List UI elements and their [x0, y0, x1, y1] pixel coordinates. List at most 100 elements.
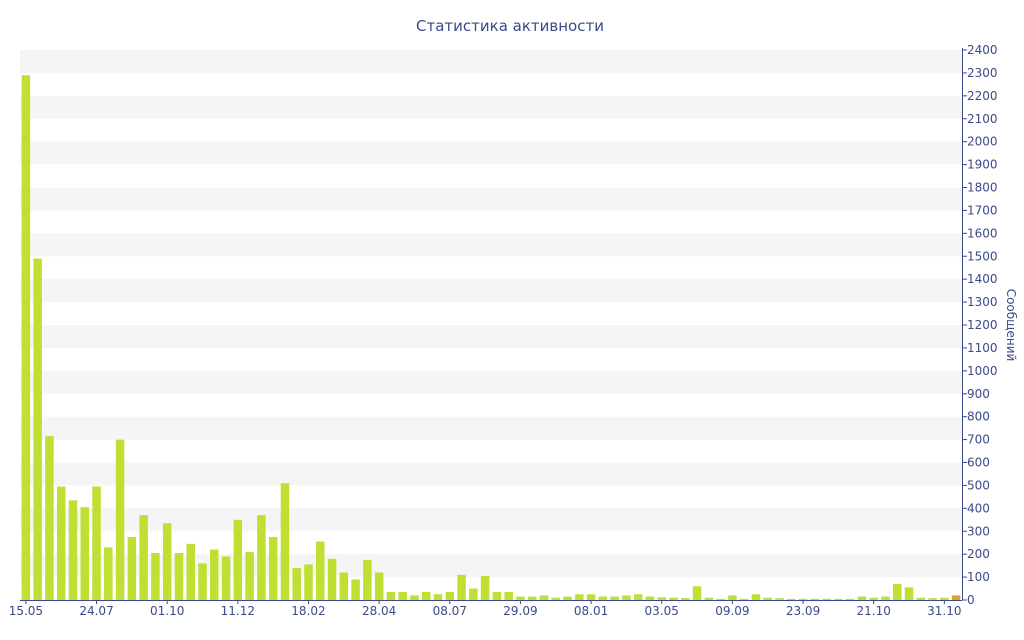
y-axis-label: Сообщений [1004, 289, 1018, 362]
bar [539, 595, 549, 600]
y-tick-label: 1100 [967, 341, 998, 355]
axes: 0 100 200 300 400 500 600 700 800 900 1000 1100 1200… [9, 43, 998, 618]
x-tick-label: 08.07 [433, 604, 467, 618]
bar [304, 564, 313, 600]
bar [115, 439, 125, 600]
bar [845, 598, 855, 600]
bar [363, 559, 372, 600]
y-tick-label: 2100 [967, 112, 998, 126]
bar [139, 515, 148, 600]
y-tick-label: 1600 [967, 226, 998, 240]
bar [504, 591, 513, 600]
bar [822, 598, 831, 600]
bar [374, 572, 384, 600]
x-tick-label: 24.07 [79, 604, 113, 618]
bar [174, 553, 184, 600]
bar [492, 591, 502, 600]
bar [21, 75, 31, 601]
y-tick-label: 1200 [967, 318, 998, 332]
bar [245, 551, 254, 600]
y-tick-label: 400 [967, 501, 990, 515]
bar [421, 591, 431, 600]
x-tick-label: 23.09 [786, 604, 820, 618]
bar [892, 583, 902, 600]
bar [68, 500, 78, 600]
y-tick-label: 600 [967, 456, 990, 470]
bar [45, 436, 54, 600]
bar [633, 594, 643, 600]
y-tick-label: 100 [967, 570, 990, 584]
bar [798, 598, 808, 600]
bar [292, 567, 301, 600]
bar [33, 258, 42, 600]
bar [210, 549, 219, 600]
grid-band [20, 50, 962, 73]
grid-band [20, 416, 962, 440]
bar [351, 579, 360, 600]
bar [92, 486, 101, 600]
y-tick-label: 1500 [967, 249, 998, 263]
bar [810, 598, 820, 600]
y-tick-label: 0 [967, 593, 975, 607]
y-tick-label: 1800 [967, 181, 998, 195]
bar [280, 483, 290, 600]
bar [622, 595, 631, 600]
grid-band [20, 95, 962, 119]
bar [386, 591, 396, 600]
grid-band [20, 233, 962, 257]
bar [257, 515, 266, 600]
grid-band [20, 187, 962, 211]
x-tick-label: 01.10 [150, 604, 184, 618]
bar [598, 596, 608, 600]
bar [787, 598, 796, 600]
y-tick-label: 1700 [967, 203, 998, 217]
y-tick-label: 1000 [967, 364, 998, 378]
grid-band [20, 508, 962, 532]
x-tick-label: 08.01 [574, 604, 608, 618]
y-tick-label: 1400 [967, 272, 998, 286]
bar [104, 547, 113, 600]
y-tick-label: 2000 [967, 135, 998, 149]
bar [563, 596, 572, 600]
bar [339, 572, 349, 600]
bar [151, 553, 160, 600]
bar [610, 596, 619, 600]
bar [751, 594, 761, 600]
bar [186, 543, 195, 600]
grid-band [20, 141, 962, 165]
bar [881, 596, 890, 600]
bar [834, 598, 843, 600]
y-tick-label: 2400 [967, 43, 998, 57]
bar [681, 598, 690, 600]
bar [457, 574, 466, 600]
bar [480, 575, 490, 600]
bar [575, 594, 584, 600]
bar [869, 597, 878, 600]
grid-band [20, 279, 962, 303]
bar [704, 597, 714, 600]
bar [739, 598, 749, 600]
y-tick-label: 1300 [967, 295, 998, 309]
y-tick-label: 900 [967, 387, 990, 401]
bar [775, 598, 784, 600]
y-tick-label: 200 [967, 547, 990, 561]
y-tick-label: 2300 [967, 66, 998, 80]
x-tick-label: 31.10 [927, 604, 961, 618]
grid-band [20, 370, 962, 394]
bar [692, 586, 702, 600]
bar [162, 523, 172, 600]
x-tick-label: 11.12 [221, 604, 255, 618]
x-tick-label: 03.05 [645, 604, 679, 618]
grid-bands [20, 50, 962, 578]
bar [198, 563, 207, 600]
bar [551, 597, 561, 600]
x-tick-label: 28.04 [362, 604, 396, 618]
bar [763, 597, 772, 600]
bar [221, 556, 231, 600]
bar [951, 595, 961, 600]
x-tick-label: 18.02 [291, 604, 325, 618]
bar [669, 597, 678, 600]
x-tick-label: 15.05 [9, 604, 43, 618]
